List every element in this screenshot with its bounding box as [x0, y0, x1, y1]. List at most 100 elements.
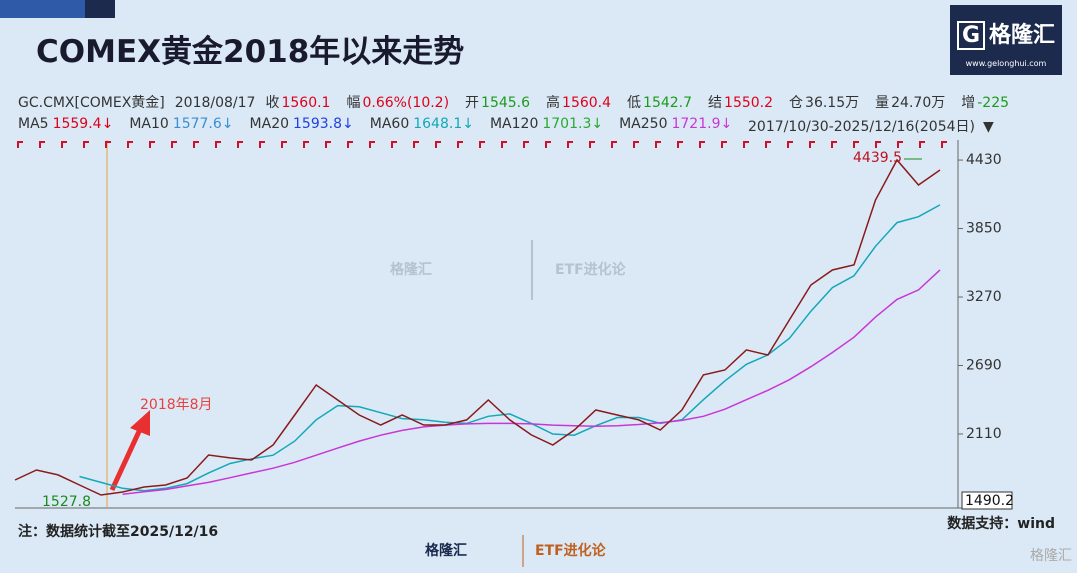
quote-value: 1560.1 [281, 95, 331, 111]
ma-arrow: ↓ [720, 116, 733, 132]
y-tick-label: 4430 [966, 152, 1002, 168]
y-tick-label: 2110 [966, 426, 1002, 442]
ma-row: MA5 1559.4↓ MA10 1577.6↓ MA20 1593.8↓ MA60 1648… [18, 116, 748, 132]
ma-value: 1559.4 [52, 116, 102, 132]
logo: G 格隆汇 www.gelonghui.com [950, 5, 1062, 75]
quote-label: 开 [465, 95, 480, 111]
ma-arrow: ↓ [591, 116, 604, 132]
ma-name: MA250 [619, 116, 668, 132]
top-marker [127, 141, 133, 148]
top-marker [743, 141, 749, 148]
quote-item: GC.CMX[COMEX黄金] [18, 95, 167, 111]
top-marker [897, 141, 903, 148]
quote-label: 量 [875, 95, 890, 111]
top-marker [633, 141, 639, 148]
quote-value: 1542.7 [643, 95, 693, 111]
top-marker [875, 141, 881, 148]
top-marker [787, 141, 793, 148]
quote-item: 结 1550.2 [708, 95, 781, 111]
range: 2017/10/30-2025/12/16(2054日) ▼ [748, 119, 994, 135]
watermark-brand: 格隆汇 [390, 261, 432, 278]
quote-label: GC.CMX[COMEX黄金] [18, 95, 165, 111]
ma-value: 1648.1 [413, 116, 463, 132]
quote-row: GC.CMX[COMEX黄金] 2018/08/17 收 1560.1 幅 0.66%(1… [18, 92, 1025, 112]
top-marker [699, 141, 705, 148]
corner-brand: 格隆汇 [1030, 548, 1072, 564]
quote-value: 36.15万 [805, 95, 860, 111]
min-label-box [961, 491, 1013, 510]
top-marker [281, 141, 287, 148]
top-marker [721, 141, 727, 148]
high-label: 4439.5 [853, 150, 902, 166]
top-marker [171, 141, 177, 148]
top-marker [369, 141, 375, 148]
source: 数据支持：wind [947, 515, 1055, 532]
top-marker [413, 141, 419, 148]
top-marker [831, 141, 837, 148]
top-marker [39, 141, 45, 148]
quote-value: -225 [977, 95, 1010, 111]
quote-label: 幅 [346, 95, 361, 111]
footer-brand: 格隆汇 [425, 542, 467, 559]
note: 注：数据统计截至2025/12/16 [18, 523, 218, 540]
quote-value: 0.66%(10.2) [362, 95, 450, 111]
logo-url: www.gelonghui.com [965, 59, 1047, 68]
ma-name: MA60 [369, 116, 410, 132]
ma-item: MA5 1559.4↓ [18, 116, 121, 132]
arrow-head [130, 410, 150, 436]
top-marker [677, 141, 683, 148]
top-marker [479, 141, 485, 148]
range-label: 2017/10/30-2025/12/16(2054日) [748, 119, 975, 135]
top-marker [215, 141, 221, 148]
top-marker [941, 141, 947, 148]
top-marker [589, 141, 595, 148]
arrow-shaft [109, 423, 145, 492]
top-marker [193, 141, 199, 148]
ma-name: MA10 [129, 116, 169, 132]
corner-band [0, 0, 115, 18]
quote-value: 1545.6 [481, 95, 531, 111]
ma-arrow: ↓ [342, 116, 354, 132]
ma-line [79, 204, 941, 492]
top-marker [347, 141, 353, 148]
quote-item: 高 1560.4 [546, 95, 619, 111]
quote-value: 24.70万 [891, 95, 946, 111]
y-tick-label: 3270 [966, 289, 1002, 305]
quote-item: 量 24.70万 [875, 95, 953, 111]
corner-band [85, 0, 115, 18]
ma-line [122, 269, 941, 495]
min-label: 1490.2 [965, 493, 1014, 509]
top-marker [391, 141, 397, 148]
top-marker [61, 141, 67, 148]
quote-label: 高 [546, 95, 561, 111]
watermark-text: ETF进化论 [555, 261, 627, 278]
ma-value: 1721.9 [671, 116, 721, 132]
quote-value: 1550.2 [724, 95, 774, 111]
quote-item: 收 1560.1 [265, 95, 338, 111]
quote-label: 低 [627, 95, 642, 111]
quote-item: 低 1542.7 [627, 95, 700, 111]
title: COMEX黄金2018年以来走势 [36, 34, 465, 70]
top-marker [919, 141, 925, 148]
annotation: 2018年8月 [140, 397, 213, 413]
y-tick-label: 2690 [966, 358, 1002, 374]
quote-item: 增 -225 [961, 95, 1017, 111]
quote-label: 收 [265, 95, 280, 111]
top-marker [655, 141, 661, 148]
y-tick-label: 3850 [966, 221, 1002, 237]
top-marker [237, 141, 243, 148]
top-marker [325, 141, 331, 148]
top-marker [611, 141, 617, 148]
ma-arrow: ↓ [221, 116, 234, 132]
top-marker [765, 141, 771, 148]
top-marker [523, 141, 529, 148]
top-marker [149, 141, 155, 148]
top-marker [457, 141, 463, 148]
top-marker [545, 141, 551, 148]
ma-name: MA20 [249, 116, 290, 132]
quote-item: 幅 0.66%(10.2) [346, 95, 457, 111]
quote-label: 仓 [789, 95, 804, 111]
ma-arrow: ↓ [101, 116, 114, 132]
quote-item: 开 1545.6 [465, 95, 538, 111]
